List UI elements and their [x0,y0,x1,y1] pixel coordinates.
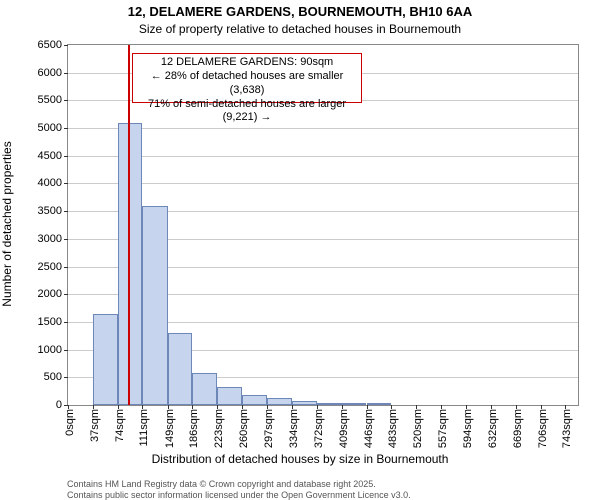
histogram-bar [267,398,292,405]
histogram-bar [342,403,367,405]
attribution-line-2: Contains public sector information licen… [67,490,577,500]
grid-line [68,183,578,184]
y-axis-label: Number of detached properties [0,141,14,306]
x-tick-label: 706sqm [537,409,549,448]
annotation-box: 12 DELAMERE GARDENS: 90sqm← 28% of detac… [132,53,363,103]
x-tick-label: 446sqm [363,409,375,448]
chart-container: { "chart": { "type": "histogram", "title… [0,0,600,500]
grid-line [68,128,578,129]
marker-line [128,45,130,405]
x-tick-label: 557sqm [437,409,449,448]
y-tick-label: 500 [44,371,68,383]
y-tick-label: 4000 [38,177,68,189]
histogram-bar [142,206,167,405]
x-tick-label: 111sqm [138,409,150,447]
annotation-line-2: ← 28% of detached houses are smaller (3,… [137,70,358,98]
annotation-line-3: 71% of semi-detached houses are larger (… [137,98,358,126]
y-tick-label: 4500 [38,150,68,162]
x-tick-label: 520sqm [412,409,424,448]
y-tick-label: 1000 [38,344,68,356]
y-tick-label: 2500 [38,261,68,273]
y-tick-label: 6500 [38,39,68,51]
y-tick-label: 1500 [38,316,68,328]
attribution-line-1: Contains HM Land Registry data © Crown c… [67,479,577,490]
x-tick-label: 74sqm [114,409,126,442]
grid-line [68,156,578,157]
y-tick-label: 2000 [38,288,68,300]
x-tick-label: 37sqm [89,409,101,442]
histogram-bar [317,403,342,405]
histogram-bar [367,403,392,405]
x-tick-label: 632sqm [487,409,499,448]
y-tick-label: 3500 [38,205,68,217]
x-tick-label: 409sqm [338,409,350,448]
histogram-bar [192,373,217,405]
x-tick-label: 149sqm [164,409,176,448]
x-axis-label: Distribution of detached houses by size … [0,452,600,466]
chart-subtitle: Size of property relative to detached ho… [0,22,600,36]
x-tick-label: 260sqm [238,409,250,448]
chart-title: 12, DELAMERE GARDENS, BOURNEMOUTH, BH10 … [0,4,600,19]
x-tick-label: 594sqm [462,409,474,448]
y-tick-label: 5000 [38,122,68,134]
x-tick-label: 483sqm [387,409,399,448]
histogram-bar [242,395,267,405]
x-tick-label: 297sqm [263,409,275,448]
histogram-bar [292,401,317,405]
histogram-bar [93,314,118,405]
y-tick-label: 6000 [38,67,68,79]
histogram-bar [168,333,193,405]
x-tick-label: 743sqm [561,409,573,448]
x-tick-label: 334sqm [288,409,300,448]
y-tick-label: 3000 [38,233,68,245]
histogram-bar [217,387,242,405]
x-tick-label: 669sqm [512,409,524,448]
attribution-text: Contains HM Land Registry data © Crown c… [67,479,577,500]
y-tick-label: 5500 [38,94,68,106]
plot-area: 0500100015002000250030003500400045005000… [67,44,579,406]
x-tick-label: 186sqm [188,409,200,448]
x-tick-label: 0sqm [64,409,76,436]
x-tick-label: 223sqm [213,409,225,448]
x-tick-label: 372sqm [313,409,325,448]
annotation-line-1: 12 DELAMERE GARDENS: 90sqm [137,56,358,70]
